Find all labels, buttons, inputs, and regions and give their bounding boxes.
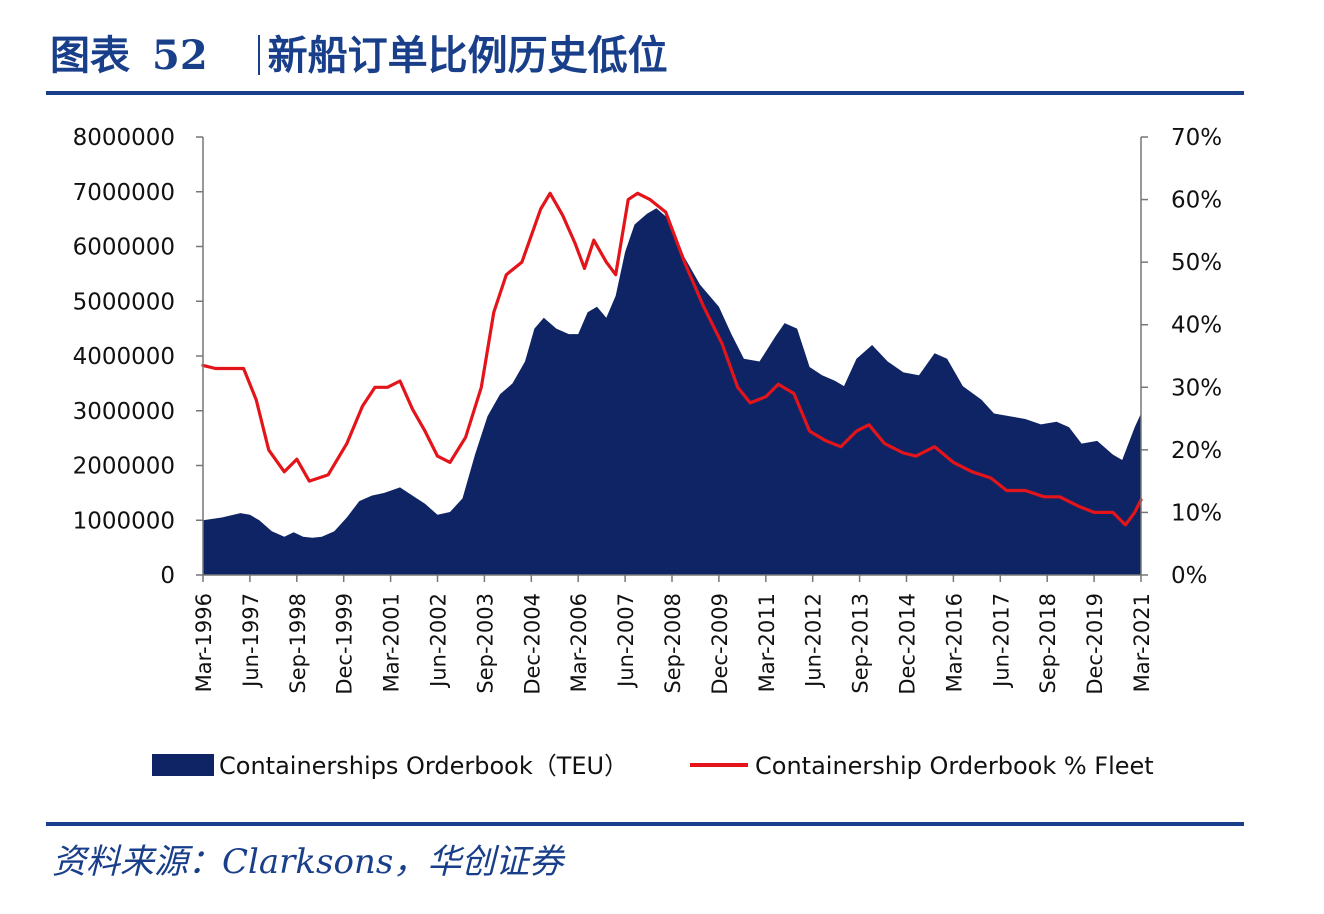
left-tick-label: 5000000 — [73, 289, 175, 315]
right-tick-label: 40% — [1171, 313, 1222, 339]
left-tick-label: 0 — [160, 563, 175, 589]
right-tick-label: 70% — [1171, 125, 1222, 151]
left-tick-label: 8000000 — [73, 125, 175, 151]
x-tick-label: Mar-2001 — [380, 593, 404, 692]
legend-line-label: Containership Orderbook % Fleet — [755, 752, 1154, 780]
right-tick-label: 0% — [1171, 563, 1208, 589]
top-rule — [46, 91, 1244, 95]
right-tick-label: 50% — [1171, 250, 1222, 276]
figure-title: 图表 52 新船订单比例历史低位 — [50, 24, 668, 88]
left-tick-label: 6000000 — [73, 235, 175, 261]
left-tick-label: 2000000 — [73, 454, 175, 480]
title-separator — [257, 35, 260, 75]
figure-number: 52 — [152, 32, 208, 79]
x-tick-label: Sep-2018 — [1036, 593, 1060, 694]
x-tick-label: Dec-2019 — [1083, 593, 1107, 695]
left-tick-label: 7000000 — [73, 180, 175, 206]
x-tick-label: Jun-2007 — [614, 593, 638, 689]
right-tick-label: 30% — [1171, 375, 1222, 401]
x-tick-label: Mar-1996 — [192, 593, 216, 692]
x-tick-label: Jun-2017 — [989, 593, 1013, 689]
right-tick-label: 10% — [1171, 500, 1222, 526]
bottom-rule — [46, 822, 1244, 826]
right-tick-label: 20% — [1171, 438, 1222, 464]
x-tick-label: Dec-2014 — [896, 593, 920, 695]
x-tick-label: Mar-2021 — [1130, 593, 1154, 692]
legend-area-label: Containerships Orderbook（TEU） — [219, 752, 628, 780]
x-tick-label: Sep-2013 — [849, 593, 873, 694]
x-tick-label: Mar-2006 — [567, 593, 591, 692]
x-tick-label: Sep-2003 — [473, 593, 497, 694]
x-tick-label: Jun-2002 — [427, 593, 451, 689]
x-tick-label: Jun-2012 — [802, 593, 826, 689]
left-tick-label: 1000000 — [73, 508, 175, 534]
source-note: 资料来源：Clarksons，华创证券 — [52, 842, 564, 882]
left-tick-label: 4000000 — [73, 344, 175, 370]
x-tick-label: Mar-2016 — [942, 593, 966, 692]
figure-title-text: 新船订单比例历史低位 — [267, 32, 668, 79]
x-tick-label: Sep-2008 — [661, 593, 685, 694]
right-tick-label: 60% — [1171, 188, 1222, 214]
x-tick-label: Mar-2011 — [755, 593, 779, 692]
figure-label: 图表 — [50, 32, 130, 79]
x-tick-label: Dec-2004 — [520, 593, 544, 695]
x-tick-label: Dec-1999 — [333, 593, 357, 695]
orderbook-pct-fleet-line — [201, 191, 1143, 527]
x-tick-label: Sep-1998 — [286, 593, 310, 694]
legend-area-swatch — [152, 754, 214, 776]
x-tick-label: Jun-1997 — [239, 593, 263, 689]
orderbook-teu-area — [203, 208, 1141, 575]
left-tick-label: 3000000 — [73, 399, 175, 425]
x-tick-label: Dec-2009 — [708, 593, 732, 695]
